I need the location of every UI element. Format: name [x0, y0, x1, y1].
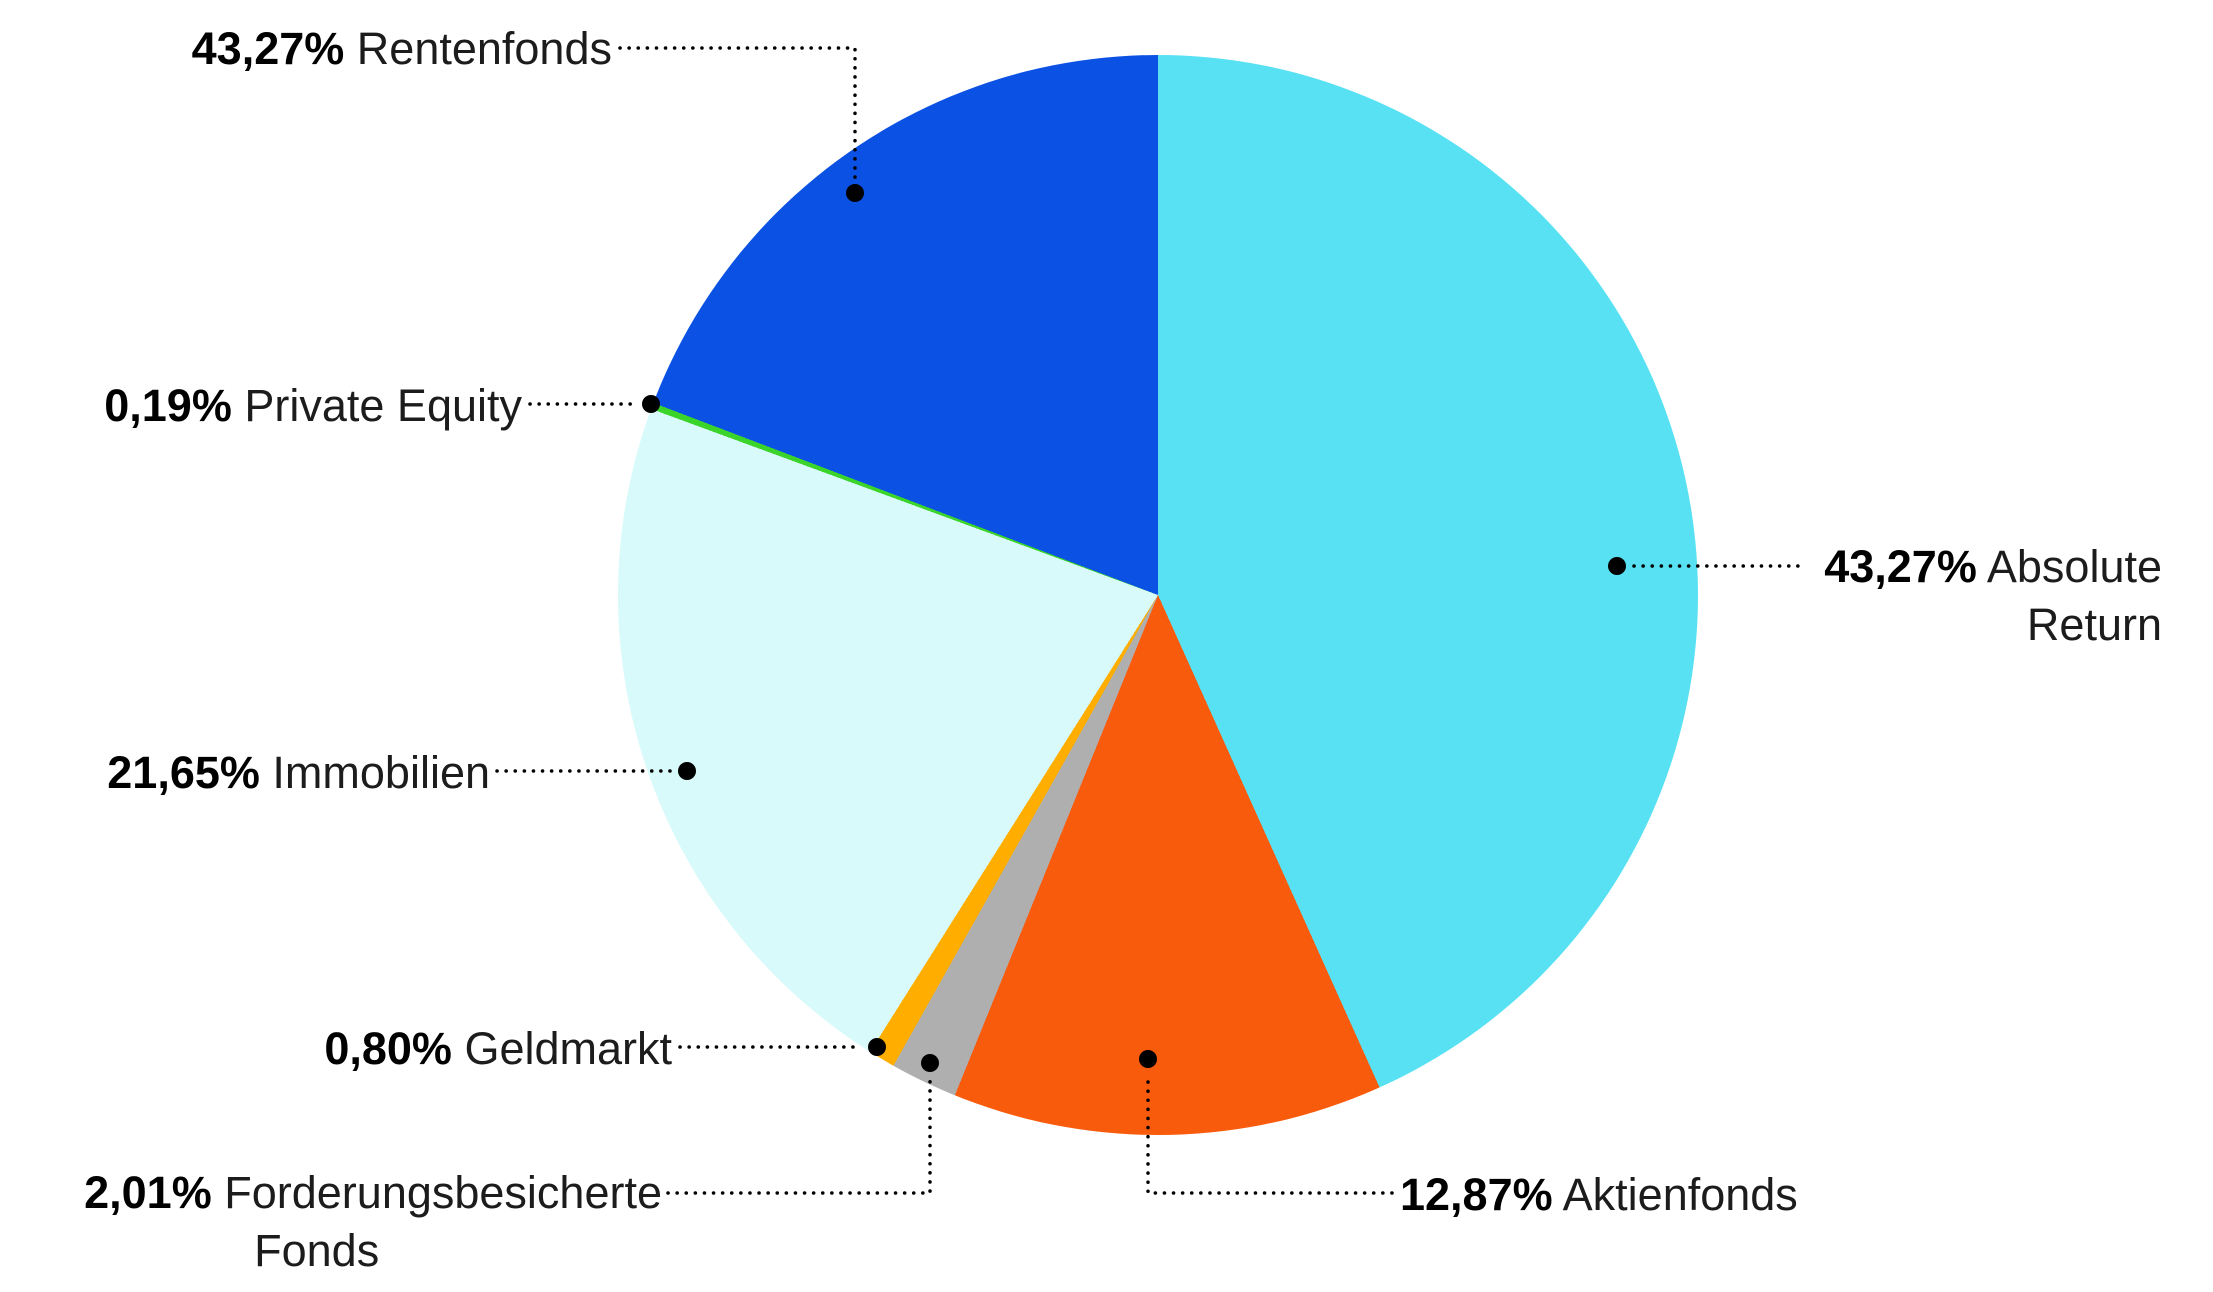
aktienfonds-percent: 12,87%: [1400, 1169, 1553, 1220]
callout-immobilien: 21,65% Immobilien: [107, 744, 490, 802]
callout-rentenfonds: 43,27% Rentenfonds: [192, 20, 612, 78]
absolute-return-percent: 43,27%: [1824, 541, 1977, 592]
forderungsbesicherte-fonds-label-line1: Forderungsbesicherte: [224, 1167, 662, 1218]
leader-forderungsbesicherte-fonds: [666, 1054, 939, 1195]
leader-private-equity: [528, 395, 660, 413]
geldmarkt-label: Geldmarkt: [464, 1023, 672, 1074]
immobilien-label: Immobilien: [272, 747, 490, 798]
callout-forderungsbesicherte-fonds: 2,01% Forderungsbesicherte Fonds: [84, 1164, 662, 1280]
absolute-return-label-line2: Return: [2026, 599, 2162, 650]
rentenfonds-label: Rentenfonds: [356, 23, 612, 74]
callout-aktienfonds: 12,87% Aktienfonds: [1400, 1166, 1798, 1224]
rentenfonds-percent: 43,27%: [191, 23, 345, 74]
absolute-return-label-line1: Absolute: [1986, 541, 2162, 592]
pie: [618, 55, 1698, 1135]
private-equity-percent: 0,19%: [104, 380, 232, 431]
immobilien-percent: 21,65%: [107, 747, 260, 798]
geldmarkt-percent: 0,80%: [324, 1023, 452, 1074]
private-equity-label: Private Equity: [244, 380, 522, 431]
aktienfonds-label: Aktienfonds: [1562, 1169, 1798, 1220]
forderungsbesicherte-fonds-percent: 2,01%: [84, 1167, 212, 1218]
callout-private-equity: 0,19% Private Equity: [104, 377, 522, 435]
forderungsbesicherte-fonds-label-line2: Fonds: [254, 1225, 380, 1276]
callout-absolute-return: 43,27% Absolute Return: [1812, 538, 2162, 654]
callout-geldmarkt: 0,80% Geldmarkt: [324, 1020, 672, 1078]
